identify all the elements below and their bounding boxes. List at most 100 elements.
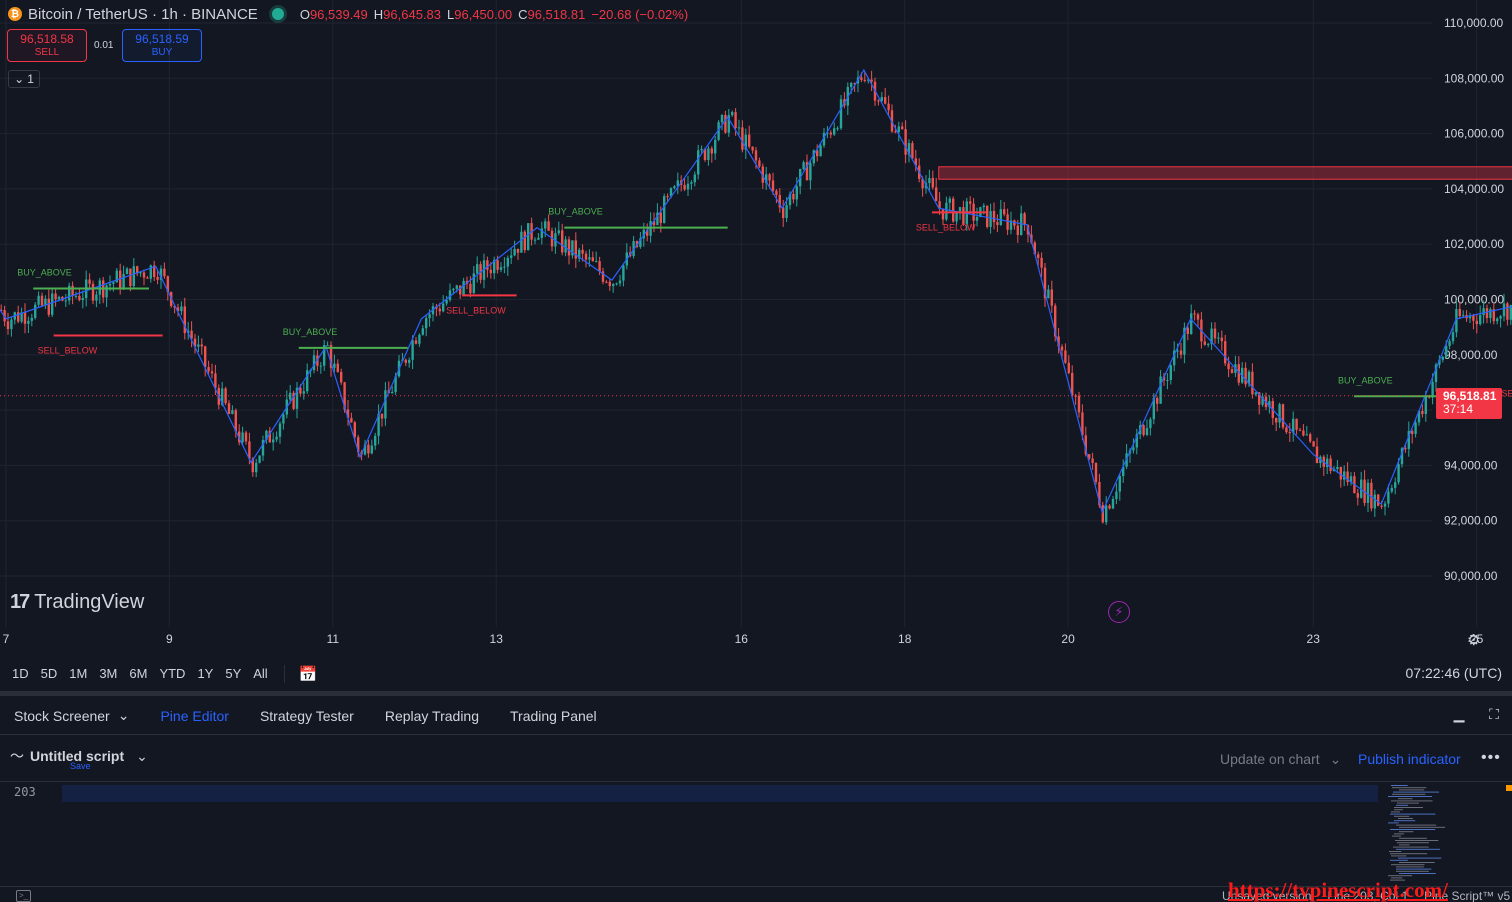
candle-body <box>1448 341 1451 346</box>
minimap-line <box>1388 822 1399 824</box>
editor-minimap[interactable] <box>1384 783 1506 883</box>
candle-body <box>904 129 907 155</box>
timeframe-1m[interactable]: 1M <box>69 666 88 681</box>
candle-body <box>323 345 326 366</box>
indicators-collapse-button[interactable]: ⌄ 1 <box>8 70 40 88</box>
panel-divider[interactable] <box>0 691 1512 696</box>
candle-body <box>1064 350 1067 363</box>
timeframe-3m[interactable]: 3M <box>99 666 118 681</box>
candle-body <box>384 390 387 419</box>
minimap-line <box>1390 813 1436 815</box>
zigzag-line <box>0 68 1512 515</box>
candle-body <box>850 83 853 88</box>
candle-body <box>1349 476 1353 483</box>
tab-strategy-tester[interactable]: Strategy Tester <box>260 708 354 724</box>
candle-body <box>992 211 996 223</box>
publish-indicator-button[interactable]: Publish indicator <box>1358 751 1461 767</box>
candle-body <box>1108 505 1111 509</box>
candle-body <box>115 270 118 283</box>
last-price-tag: 96,518.81 37:14 <box>1436 388 1502 419</box>
candle-body <box>819 145 822 157</box>
candle-body <box>557 230 560 234</box>
bar-countdown: 37:14 <box>1443 402 1474 416</box>
chevron-down-icon[interactable]: ⌄ <box>117 707 130 723</box>
console-icon[interactable]: >_ <box>16 890 31 902</box>
candle-body <box>1298 429 1302 431</box>
sell-button[interactable]: 96,518.58 SELL <box>7 29 87 62</box>
timeframe-5y[interactable]: 5Y <box>225 666 242 681</box>
timeframe-6m[interactable]: 6M <box>129 666 148 681</box>
timeframe-ytd[interactable]: YTD <box>159 666 186 681</box>
timeframe-1y[interactable]: 1Y <box>197 666 214 681</box>
tab-stock-screener[interactable]: Stock Screener ⌄ <box>14 707 129 724</box>
candle-body <box>986 205 989 227</box>
candle-body <box>499 267 503 270</box>
buy-button[interactable]: 96,518.59 BUY <box>122 29 202 62</box>
candle-body <box>329 345 333 368</box>
candle-body <box>258 455 261 463</box>
symbol-title[interactable]: Bitcoin / TetherUS · 1h · BINANCE <box>28 5 258 23</box>
candle-body <box>941 208 945 220</box>
candle-body <box>326 345 329 347</box>
candle-body <box>1302 430 1305 436</box>
scrollbar-marker[interactable] <box>1506 785 1512 791</box>
candle-body <box>955 211 958 222</box>
candle-body <box>996 222 999 225</box>
cursor-position[interactable]: Line 203, Col 1 <box>1327 889 1409 902</box>
tradingview-logo[interactable]: 17 TradingView <box>10 591 144 614</box>
pine-version[interactable]: Pine Script™ v5 <box>1424 889 1511 902</box>
candle-body <box>1009 220 1013 230</box>
update-on-chart-button[interactable]: Update on chart ⌄ <box>1220 751 1341 768</box>
candle-body <box>561 230 564 253</box>
utc-clock[interactable]: 07:22:46 (UTC) <box>1405 665 1502 681</box>
timeframe-all[interactable]: All <box>253 666 268 681</box>
candle-body <box>17 312 20 322</box>
minimap-line <box>1399 873 1436 874</box>
price-chart[interactable]: 110,000.00 108,000.00 106,000.00 104,000.00… <box>0 0 1512 655</box>
tab-pine-editor[interactable]: Pine Editor <box>160 708 228 724</box>
minimap-line <box>1394 833 1405 835</box>
candle-body <box>1003 209 1006 215</box>
candle-body <box>1400 448 1404 465</box>
sell-below-label: SELL_BELOW <box>446 305 506 315</box>
chart-area[interactable]: 110,000.00 108,000.00 106,000.00 104,000.00… <box>0 0 1512 655</box>
candle-body <box>1071 372 1074 396</box>
market-status-icon[interactable] <box>271 8 284 20</box>
calendar-icon[interactable]: 📅 <box>298 665 318 683</box>
candle-body <box>1445 345 1448 357</box>
candle-body <box>1499 316 1502 319</box>
candle-body <box>1043 267 1047 299</box>
candle-body <box>768 174 771 181</box>
maximize-icon[interactable]: ⛶ <box>1489 705 1499 722</box>
candle-body <box>105 285 108 298</box>
minimap-line <box>1398 818 1413 819</box>
candle-body <box>391 391 394 394</box>
gear-icon[interactable]: ⚙ <box>1467 632 1480 649</box>
candle-body <box>255 462 258 473</box>
candle-body <box>1414 422 1417 434</box>
candle-body <box>1149 419 1152 429</box>
candle-body <box>969 201 972 204</box>
code-editor[interactable]: 203 <box>0 783 1512 885</box>
candle-body <box>612 284 615 287</box>
tab-trading-panel[interactable]: Trading Panel <box>510 708 597 724</box>
candle-body <box>1329 458 1332 471</box>
timeframe-5d[interactable]: 5D <box>40 666 58 681</box>
minimap-line <box>1390 879 1406 881</box>
candle-body <box>1179 350 1183 355</box>
timeframe-1d[interactable]: 1D <box>12 666 29 681</box>
minimize-icon[interactable]: ▁ <box>1453 705 1465 722</box>
minimap-line <box>1391 877 1403 879</box>
candle-body <box>591 257 594 262</box>
bolt-icon[interactable]: ⚡ <box>1108 601 1130 623</box>
candle-body <box>1482 308 1485 316</box>
candle-body <box>863 79 866 81</box>
candle-body <box>656 212 659 226</box>
candle-body <box>618 280 622 284</box>
candle-body <box>1023 213 1026 225</box>
save-link[interactable]: Save <box>70 761 91 771</box>
script-selector[interactable]: 〜 Untitled script ⌄ <box>10 746 148 766</box>
candle-body <box>1383 503 1387 507</box>
more-options-icon[interactable]: ••• <box>1481 749 1501 766</box>
tab-replay-trading[interactable]: Replay Trading <box>385 708 479 724</box>
